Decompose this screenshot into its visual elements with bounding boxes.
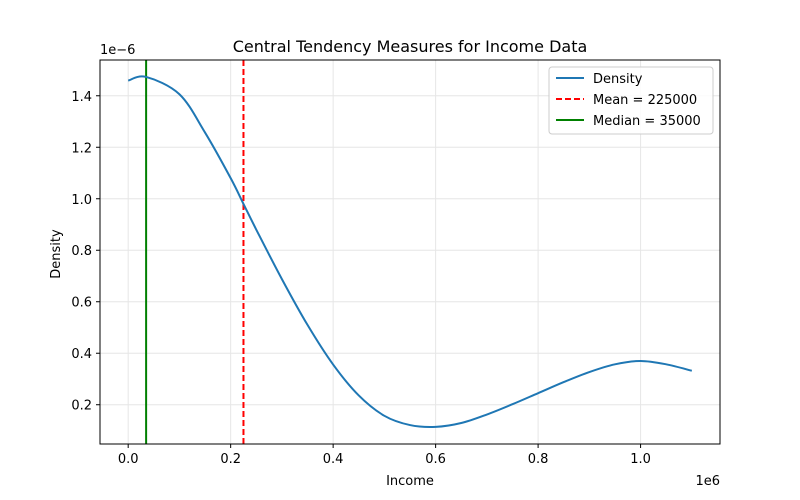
reference-lines [145, 60, 245, 444]
x-tick-label: 0.6 [425, 452, 446, 467]
axis-ticks: 0.0 0.2 0.4 0.6 0.8 1.0 0.2 0.4 0.6 0.8 1.0 1.2 1.4 [71, 90, 651, 467]
x-tick-label: 0.0 [118, 452, 139, 467]
y-tick-label: 1.4 [71, 90, 92, 105]
y-tick-label: 0.2 [71, 399, 92, 414]
legend: Density Mean = 225000 Median = 35000 [548, 66, 714, 135]
y-tick-label: 1.2 [71, 141, 92, 156]
x-offset-label: 1e6 [695, 474, 720, 489]
y-tick-label: 0.8 [71, 244, 92, 259]
y-tick-label: 0.4 [71, 347, 92, 362]
y-tick-label: 1.0 [71, 193, 92, 208]
series-line-density [127, 75, 693, 429]
plot-area-frame [99, 59, 721, 445]
legend-label-density: Density [593, 72, 643, 87]
grid-layer [100, 60, 720, 444]
x-tick-label: 0.8 [528, 452, 549, 467]
legend-label-median: Median = 35000 [593, 114, 701, 129]
x-tick-label: 0.2 [220, 452, 241, 467]
x-tick-label: 0.4 [323, 452, 344, 467]
y-tick-label: 0.6 [71, 296, 92, 311]
chart-title: Central Tendency Measures for Income Dat… [233, 37, 588, 56]
x-tick-label: 1.0 [630, 452, 651, 467]
x-axis-label: Income [386, 474, 434, 489]
legend-box [548, 66, 714, 135]
y-axis-label: Density [49, 229, 64, 279]
y-offset-label: 1e−6 [100, 43, 135, 58]
legend-label-mean: Mean = 225000 [593, 93, 697, 108]
series-layer [127, 75, 693, 429]
